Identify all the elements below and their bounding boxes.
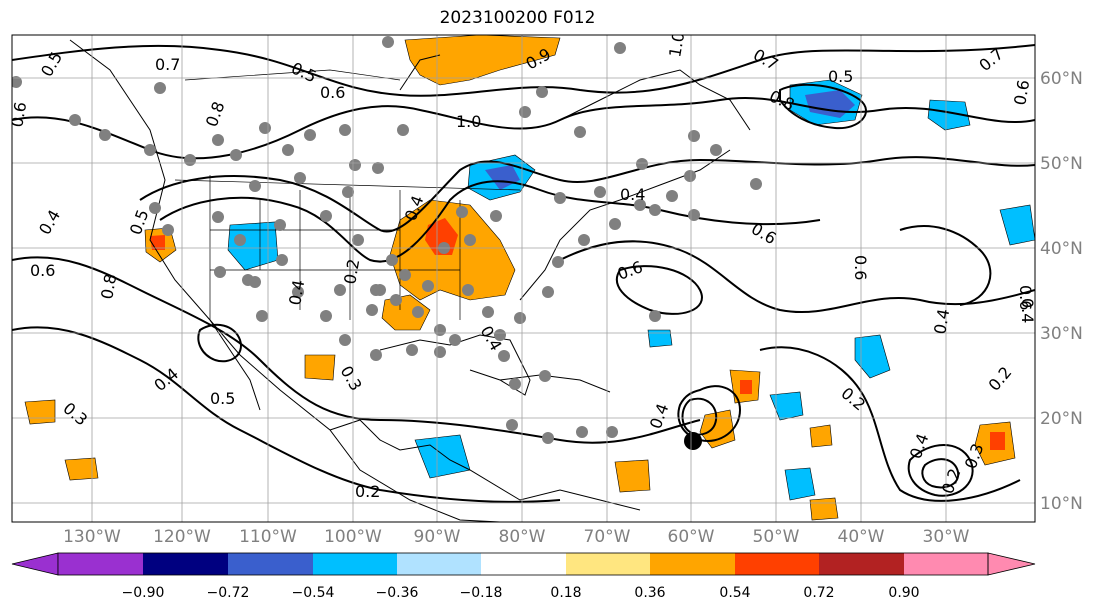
lon-label: 50°W <box>753 527 800 547</box>
colorbar-tick-label: −0.90 <box>122 585 165 601</box>
contour-label: 0.5 <box>210 389 235 408</box>
contour-label: 0.4 <box>285 278 308 306</box>
colorbar-tick-label: 0.36 <box>634 585 665 601</box>
contour-label: 0.4 <box>930 307 953 335</box>
lon-label: 60°W <box>668 527 715 547</box>
blue-region-atlantic-5 <box>784 467 816 501</box>
contour-label: 0.4 <box>620 185 645 204</box>
contour-label: 0.6 <box>1016 285 1035 310</box>
colorbar-tick-label: −0.72 <box>207 585 250 601</box>
lat-label: 40°N <box>1040 239 1083 259</box>
colorbar-bin <box>819 553 904 575</box>
colorbar-tick-label: 0.72 <box>803 585 834 601</box>
orange-region-small-1 <box>809 497 839 521</box>
orange-region-caribbean <box>614 459 651 493</box>
contour-label: 0.6 <box>1010 78 1033 106</box>
blue-region-atlantic-3 <box>854 334 891 379</box>
colorbar-ticks: −0.90 −0.72 −0.54 −0.36 −0.18 0.18 0.36 … <box>122 585 920 601</box>
contour-label: 1.0 <box>665 30 688 58</box>
lon-label: 120°W <box>153 527 211 547</box>
lat-label: 30°N <box>1040 324 1083 344</box>
colorbar-bin <box>566 553 650 575</box>
contour-lines <box>12 44 1035 503</box>
lat-label: 10°N <box>1040 494 1083 514</box>
lon-label: 30°W <box>923 527 970 547</box>
colorbar-bin <box>58 553 143 575</box>
colorbar-bin <box>481 553 566 575</box>
orange-region-hurricane <box>699 409 736 449</box>
red-region-atlantic-east <box>740 380 752 394</box>
colorbar-frame <box>57 552 989 576</box>
orange-region-small-2 <box>809 424 833 448</box>
latitude-labels: 60°N 50°N 40°N 30°N 20°N 10°N <box>1040 69 1083 514</box>
colorbar-tick-label: −0.36 <box>376 585 419 601</box>
colorbar-bin <box>904 553 988 575</box>
blue-region-gulf-small <box>647 329 673 348</box>
lon-label: 90°W <box>414 527 461 547</box>
colorbar-bin <box>143 553 228 575</box>
lon-label: 100°W <box>324 527 382 547</box>
colorbar-tick-label: −0.18 <box>460 585 503 601</box>
graticule <box>12 35 1035 522</box>
colorbar-bin <box>735 553 819 575</box>
contour-label: 0.2 <box>340 257 363 285</box>
colorbar-tick-label: −0.54 <box>292 585 335 601</box>
lon-label: 40°W <box>838 527 885 547</box>
blue-region-atlantic-4 <box>769 391 804 421</box>
contour-label: 0.7 <box>155 55 180 74</box>
colorbar-extend-left <box>11 552 59 576</box>
longitude-labels: 130°W 120°W 110°W 100°W 90°W 80°W 70°W 6… <box>63 527 970 547</box>
blue-region-atlantic-2 <box>999 204 1035 246</box>
political-borders <box>174 69 521 320</box>
contour-label: 0.8 <box>97 272 120 300</box>
contour-label: 0.6 <box>320 83 345 102</box>
colorbar-extend-right <box>987 552 1036 576</box>
contour-label: 0.6 <box>7 100 30 128</box>
orange-region-mexico <box>304 354 336 381</box>
colorbar-tick-label: 0.18 <box>550 585 581 601</box>
contour-label: 0.2 <box>355 482 380 501</box>
colorbar-bin <box>228 553 313 575</box>
colorbar-tick-label: 0.90 <box>888 585 919 601</box>
storm-center-marker <box>684 432 702 450</box>
contour-label: 0.5 <box>828 67 853 86</box>
contour-label: 0.4 <box>1018 298 1037 323</box>
lat-label: 20°N <box>1040 409 1083 429</box>
colorbar-tick-label: 0.54 <box>719 585 750 601</box>
lon-label: 130°W <box>63 527 121 547</box>
colorbar-bin <box>397 553 481 575</box>
orange-region-pacific <box>64 457 99 481</box>
shaded-regions <box>24 35 1035 521</box>
blue-region-atlantic-1 <box>927 99 971 131</box>
map-title: 2023100200 F012 <box>439 8 596 28</box>
map-frame <box>11 34 1036 523</box>
contour-label: 0.6 <box>851 255 870 280</box>
lon-label: 70°W <box>584 527 631 547</box>
lon-label: 80°W <box>499 527 546 547</box>
darkblue-region-great-lakes <box>485 165 520 190</box>
lon-label: 110°W <box>239 527 297 547</box>
red-region-central <box>425 218 458 255</box>
blue-region-rockies <box>227 221 279 271</box>
colorbar-bin <box>313 553 397 575</box>
red-region-far-east <box>990 432 1005 450</box>
colorbar-bin <box>650 553 735 575</box>
contour-label: 0.6 <box>30 261 55 280</box>
colorbar: −0.90 −0.72 −0.54 −0.36 −0.18 0.18 0.36 … <box>11 552 1036 601</box>
lat-label: 50°N <box>1040 154 1083 174</box>
contour-label: 1.0 <box>456 112 481 131</box>
orange-region-gulf-west <box>24 399 56 425</box>
lat-label: 60°N <box>1040 69 1083 89</box>
